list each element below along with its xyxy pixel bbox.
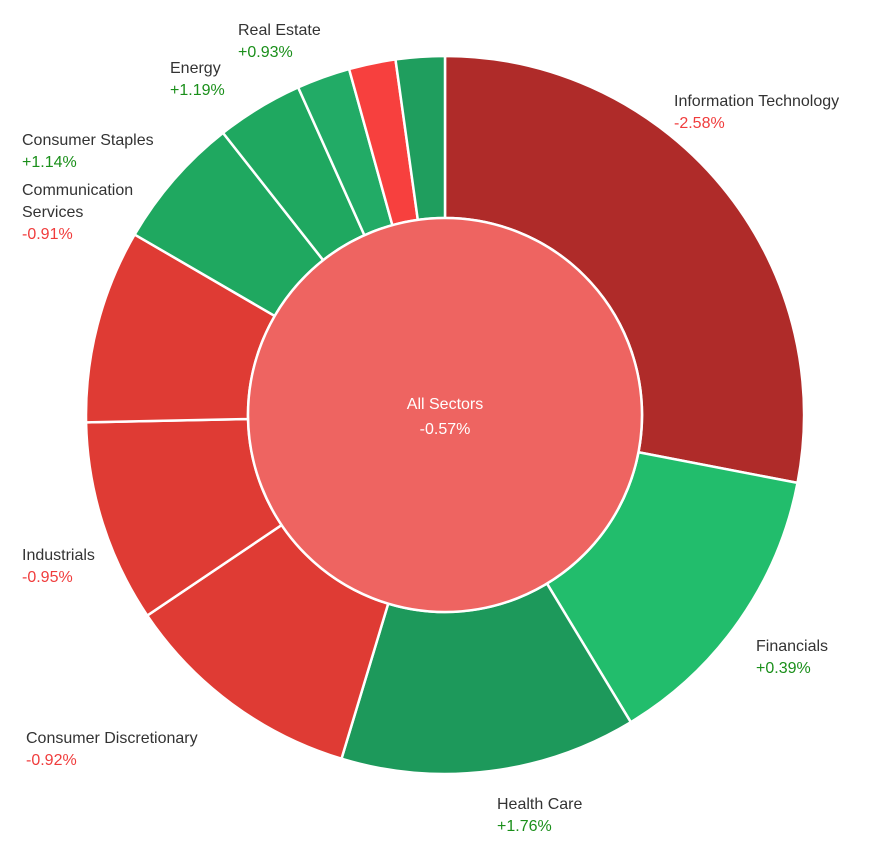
label-name-communication-services-1: Services <box>22 204 83 221</box>
label-name-health-care: Health Care <box>497 796 582 813</box>
label-value-health-care: +1.76% <box>497 818 552 835</box>
label-name-real-estate: Real Estate <box>238 22 321 39</box>
center-label: All Sectors <box>407 396 483 413</box>
label-value-consumer-discretionary: -0.92% <box>26 752 77 769</box>
label-name-information-technology: Information Technology <box>674 93 839 110</box>
center-value: -0.57% <box>420 421 471 438</box>
label-name-financials: Financials <box>756 638 828 655</box>
label-name-consumer-discretionary: Consumer Discretionary <box>26 730 198 747</box>
label-value-industrials: -0.95% <box>22 569 73 586</box>
label-value-information-technology: -2.58% <box>674 115 725 132</box>
label-name-industrials: Industrials <box>22 547 95 564</box>
label-name-communication-services-0: Communication <box>22 182 133 199</box>
label-value-real-estate: +0.93% <box>238 44 293 61</box>
center-all-sectors[interactable] <box>246 216 644 614</box>
sector-labels: Information Technology -2.58% Financials +0… <box>22 22 839 835</box>
sector-segments <box>84 54 806 776</box>
label-name-consumer-staples: Consumer Staples <box>22 132 154 149</box>
label-name-energy: Energy <box>170 60 221 77</box>
label-value-communication-services: -0.91% <box>22 226 73 243</box>
label-value-consumer-staples: +1.14% <box>22 154 77 171</box>
label-value-financials: +0.39% <box>756 660 811 677</box>
label-value-energy: +1.19% <box>170 82 225 99</box>
